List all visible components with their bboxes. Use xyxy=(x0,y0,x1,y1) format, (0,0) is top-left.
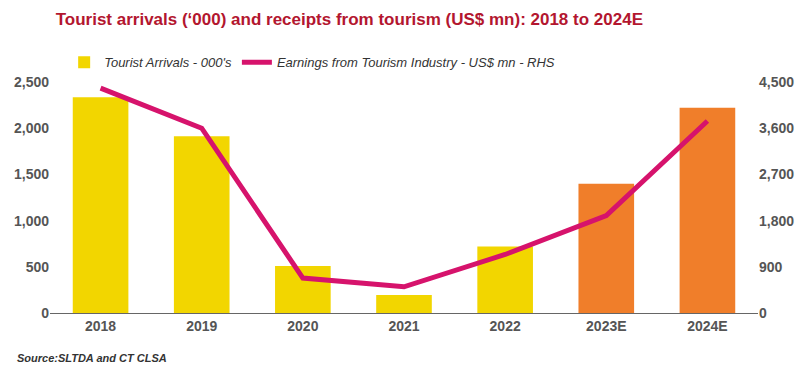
svg-text:500: 500 xyxy=(26,259,50,275)
svg-text:4,500: 4,500 xyxy=(759,74,794,90)
svg-text:Earnings from Tourism Industry: Earnings from Tourism Industry - US$ mn … xyxy=(277,55,555,70)
svg-text:2022: 2022 xyxy=(490,318,521,334)
svg-text:1,500: 1,500 xyxy=(14,166,49,182)
svg-text:2023E: 2023E xyxy=(586,318,626,334)
svg-text:1,800: 1,800 xyxy=(759,213,794,229)
svg-text:2024E: 2024E xyxy=(687,318,727,334)
svg-text:2020: 2020 xyxy=(287,318,318,334)
svg-text:2,500: 2,500 xyxy=(14,74,49,90)
svg-text:2,700: 2,700 xyxy=(759,166,794,182)
svg-text:Tourist arrivals (‘000) and re: Tourist arrivals (‘000) and receipts fro… xyxy=(56,10,643,29)
svg-text:0: 0 xyxy=(41,305,49,321)
svg-text:900: 900 xyxy=(759,259,783,275)
svg-text:0: 0 xyxy=(759,305,767,321)
svg-text:2,000: 2,000 xyxy=(14,120,49,136)
svg-text:3,600: 3,600 xyxy=(759,120,794,136)
svg-text:1,000: 1,000 xyxy=(14,213,49,229)
svg-text:Tourist Arrivals - 000's: Tourist Arrivals - 000's xyxy=(104,55,232,70)
svg-text:2019: 2019 xyxy=(186,318,217,334)
svg-text:2021: 2021 xyxy=(388,318,419,334)
svg-text:2018: 2018 xyxy=(85,318,116,334)
svg-text:Source:SLTDA and CT CLSA: Source:SLTDA and CT CLSA xyxy=(17,352,167,364)
